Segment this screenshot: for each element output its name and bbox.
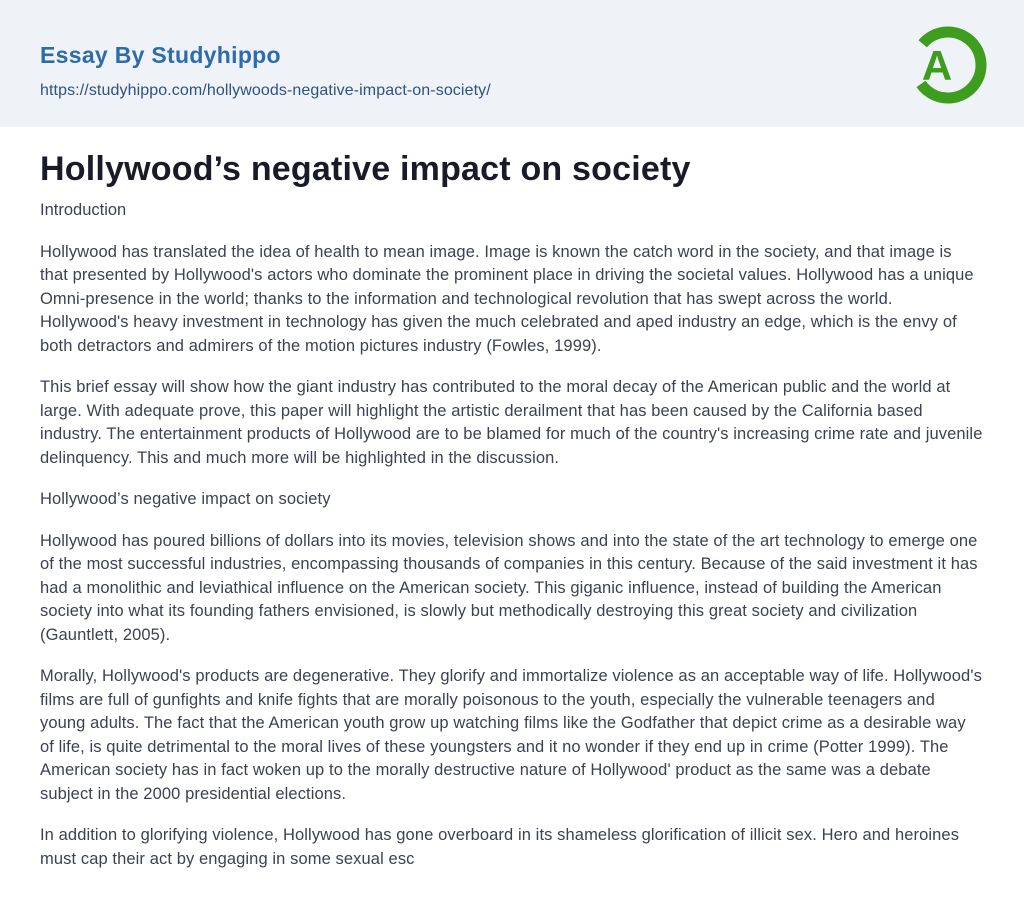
paragraph-4: Morally, Hollywood's products are degene… <box>40 667 982 803</box>
page-header: Essay By Studyhippo https://studyhippo.c… <box>0 0 1024 127</box>
intro-label: Introduction <box>40 201 127 219</box>
paragraph-3: Hollywood has poured billions of dollars… <box>40 531 978 644</box>
logo-letter: A <box>922 42 952 89</box>
page-title: Hollywood’s negative impact on society <box>40 150 691 188</box>
article-body: Hollywood’s negative impact on society I… <box>0 127 1024 871</box>
source-url-link[interactable]: https://studyhippo.com/hollywoods-negati… <box>40 82 491 99</box>
paragraph-5: In addition to glorifying violence, Holl… <box>40 826 960 868</box>
byline: Essay By Studyhippo <box>40 42 281 68</box>
logo-ring-icon: A <box>909 26 987 104</box>
studyhippo-logo: A <box>908 21 988 109</box>
section-subheading: Hollywood’s negative impact on society <box>40 490 331 508</box>
paragraph-2: This brief essay will show how the giant… <box>40 378 983 467</box>
paragraph-1: Hollywood has translated the idea of hea… <box>40 242 974 355</box>
